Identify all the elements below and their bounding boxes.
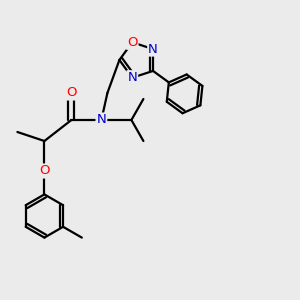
Text: O: O: [39, 164, 50, 178]
Text: N: N: [148, 43, 158, 56]
Text: N: N: [97, 113, 106, 127]
Text: O: O: [127, 36, 137, 49]
Text: O: O: [66, 86, 77, 100]
Text: N: N: [128, 71, 137, 84]
